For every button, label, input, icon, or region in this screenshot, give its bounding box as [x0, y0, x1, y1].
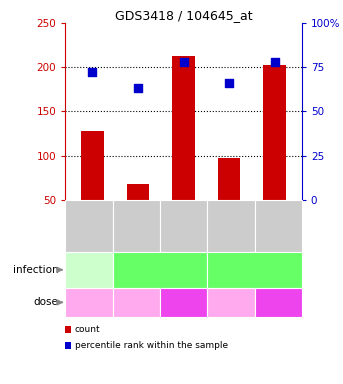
Bar [113, 288, 160, 317]
Text: Yersinia enterocolitica
YopH deletion mutant: Yersinia enterocolitica YopH deletion mu… [216, 263, 293, 276]
Bar [127, 184, 149, 200]
Bar [218, 158, 240, 200]
Text: GSM281832: GSM281832 [274, 203, 283, 248]
Bar [160, 288, 207, 317]
Bar [113, 200, 160, 252]
Text: control: control [76, 267, 101, 273]
Text: GSM281831: GSM281831 [226, 203, 235, 248]
Text: GSM281830: GSM281830 [179, 203, 188, 248]
Bar [172, 56, 195, 200]
Bar [65, 288, 113, 317]
Point [226, 80, 232, 86]
Bar [255, 200, 302, 252]
Text: dose: dose [33, 297, 58, 308]
Text: sublethal: sublethal [213, 298, 249, 307]
Bar [263, 65, 286, 200]
Bar [207, 288, 255, 317]
Bar [255, 288, 302, 317]
Bar [65, 326, 71, 333]
Text: percentile rank within the sample: percentile rank within the sample [75, 341, 228, 350]
Point [272, 59, 277, 65]
Point [135, 85, 141, 91]
Bar [207, 252, 302, 288]
Bar [113, 252, 207, 288]
Text: infection: infection [13, 265, 58, 275]
Text: GSM281825: GSM281825 [84, 203, 93, 248]
Point [90, 70, 95, 76]
Text: count: count [75, 325, 100, 334]
Text: lethal: lethal [173, 298, 194, 307]
Point [181, 59, 186, 65]
Title: GDS3418 / 104645_at: GDS3418 / 104645_at [115, 9, 252, 22]
Text: sublethal: sublethal [118, 298, 154, 307]
Bar [81, 131, 104, 200]
Text: lethal: lethal [267, 298, 289, 307]
Bar [65, 252, 113, 288]
Text: none: none [79, 298, 98, 307]
Text: Yersinia enterocolitica
O8 strain WA-314: Yersinia enterocolitica O8 strain WA-314 [121, 263, 198, 276]
Bar [160, 200, 207, 252]
Bar [65, 342, 71, 349]
Text: GSM281829: GSM281829 [132, 203, 141, 248]
Bar [207, 200, 255, 252]
Bar [65, 200, 113, 252]
